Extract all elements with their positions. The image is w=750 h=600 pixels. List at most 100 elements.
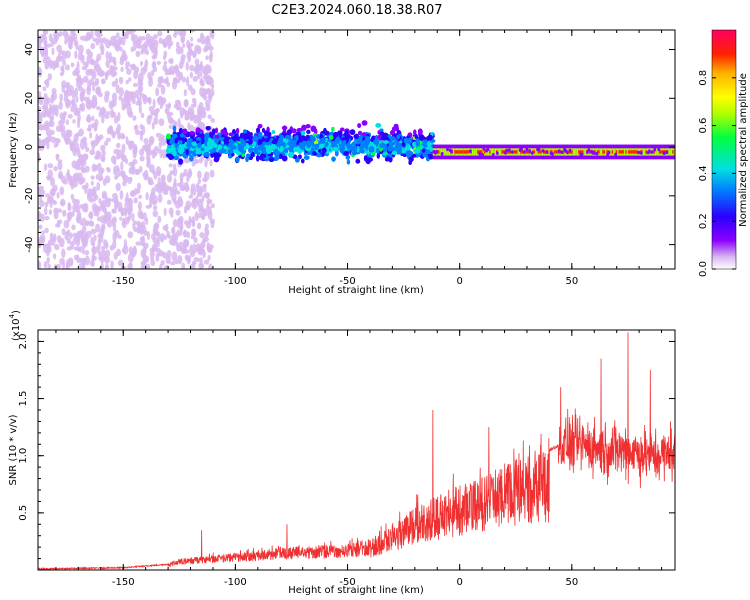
colorbar-gradient bbox=[711, 29, 737, 270]
spectrogram-cell bbox=[183, 99, 189, 108]
spectrogram-cell bbox=[306, 141, 312, 149]
spectrogram-cell bbox=[635, 150, 638, 154]
spectrogram-cell bbox=[343, 150, 349, 156]
spectrogram-cell bbox=[75, 95, 79, 104]
spectrogram-cell bbox=[245, 155, 249, 162]
spectrogram-cell bbox=[185, 76, 190, 87]
spectrogram-cell bbox=[210, 220, 215, 229]
spectrogram-cell bbox=[189, 71, 194, 79]
spectrogram-cell bbox=[161, 149, 167, 159]
spectrogram-ytick-label: -20 bbox=[24, 188, 35, 204]
snr-multiplier: (x104) bbox=[8, 310, 22, 341]
spectrogram-cell bbox=[121, 97, 125, 106]
spectrogram-cell bbox=[588, 150, 591, 154]
spectrogram-cell bbox=[382, 147, 387, 153]
spectrogram-cell bbox=[631, 150, 634, 154]
spectrogram-cell bbox=[180, 247, 184, 252]
spectrogram-cell bbox=[55, 153, 59, 162]
spectrogram-cell bbox=[553, 150, 556, 154]
spectrogram-cell bbox=[196, 213, 203, 219]
spectrogram-ytick-label: -40 bbox=[24, 236, 35, 252]
spectrogram-cell bbox=[229, 146, 234, 153]
spectrogram-cell bbox=[101, 106, 105, 112]
spectrogram-cell bbox=[481, 153, 485, 157]
spectrogram-cell bbox=[104, 113, 110, 120]
spectrogram-cell bbox=[44, 227, 49, 234]
snr-frame bbox=[37, 329, 676, 571]
spectrogram-cell bbox=[191, 97, 196, 104]
spectrogram-cell bbox=[141, 225, 147, 234]
spectrogram-cell bbox=[258, 131, 263, 138]
spectrogram-cell bbox=[63, 219, 70, 229]
spectrogram-cell bbox=[220, 148, 227, 154]
snr-marks bbox=[38, 332, 675, 570]
spectrogram-cell bbox=[59, 93, 63, 102]
spectrogram-cell bbox=[644, 148, 647, 156]
spectrogram-cell bbox=[47, 163, 54, 169]
spectrogram-cell bbox=[268, 157, 275, 162]
spectrogram-cell bbox=[58, 101, 63, 110]
spectrogram-cell bbox=[555, 150, 558, 154]
spectrogram-cell bbox=[45, 56, 51, 65]
spectrogram-cell bbox=[155, 166, 162, 176]
spectrogram-cell bbox=[672, 150, 675, 154]
spectrogram-cell bbox=[134, 89, 140, 99]
spectrogram-cell bbox=[164, 190, 169, 196]
spectrogram-cell bbox=[297, 148, 303, 154]
spectrogram-cell bbox=[613, 148, 616, 156]
spectrogram-cell bbox=[530, 151, 534, 155]
spectrogram-cell bbox=[189, 155, 194, 162]
spectrogram-cell bbox=[185, 61, 189, 71]
snr-multiplier-base: (x10 bbox=[11, 318, 22, 341]
spectrogram-cell bbox=[95, 174, 100, 181]
spectrogram-cell bbox=[132, 115, 137, 121]
spectrogram-cell bbox=[196, 142, 202, 149]
spectrogram-cell bbox=[77, 113, 81, 123]
spectrogram-cell bbox=[84, 255, 90, 266]
spectrogram-cell bbox=[183, 219, 189, 226]
spectrogram-cell bbox=[408, 160, 412, 165]
spectrogram-cell bbox=[125, 136, 129, 146]
spectrogram-cell bbox=[84, 249, 90, 256]
spectrogram-cell bbox=[78, 262, 84, 269]
spectrogram-cell bbox=[184, 254, 190, 261]
spectrogram-cell bbox=[185, 148, 189, 155]
spectrogram-cell bbox=[120, 161, 124, 171]
spectrogram-cell bbox=[446, 148, 449, 156]
snr-xtick-label: 50 bbox=[565, 577, 578, 588]
spectrogram-cell bbox=[54, 243, 60, 251]
spectrogram-cell bbox=[301, 141, 305, 148]
spectrogram-cell bbox=[422, 148, 426, 153]
spectrogram-cell bbox=[136, 43, 143, 49]
spectrogram-cell bbox=[145, 217, 149, 226]
spectrogram-cell bbox=[207, 45, 214, 51]
spectrogram-cell bbox=[47, 263, 51, 269]
spectrogram-cell bbox=[38, 106, 42, 111]
spectrogram-cell bbox=[72, 203, 78, 213]
spectrogram-cell bbox=[123, 238, 128, 249]
spectrogram-cell bbox=[154, 230, 160, 236]
spectrogram-cell bbox=[642, 148, 646, 156]
spectrogram-cell bbox=[56, 138, 61, 144]
spectrogram-cell bbox=[64, 32, 70, 43]
spectrogram-cell bbox=[190, 186, 194, 197]
spectrogram-cell bbox=[172, 219, 179, 228]
spectrogram-cell bbox=[540, 150, 543, 154]
colorbar-tick-label: 0.4 bbox=[698, 165, 709, 181]
spectrogram-cell bbox=[174, 137, 179, 144]
spectrogram-cell bbox=[284, 134, 291, 140]
spectrogram-cell bbox=[560, 150, 564, 155]
spectrogram-cell bbox=[645, 150, 648, 154]
spectrogram-cell bbox=[489, 150, 492, 154]
spectrogram-cell bbox=[89, 197, 95, 203]
spectrogram-cell bbox=[70, 30, 75, 35]
spectrogram-cell bbox=[137, 221, 142, 228]
spectrogram-cell bbox=[198, 101, 204, 111]
spectrogram-cell bbox=[186, 132, 191, 138]
spectrogram-cell bbox=[180, 144, 186, 149]
spectrogram-cell bbox=[66, 212, 73, 221]
spectrogram-cell bbox=[583, 148, 586, 156]
spectrogram-cell bbox=[130, 165, 134, 172]
spectrogram-cell bbox=[71, 160, 78, 169]
spectrogram-cell bbox=[456, 150, 459, 154]
